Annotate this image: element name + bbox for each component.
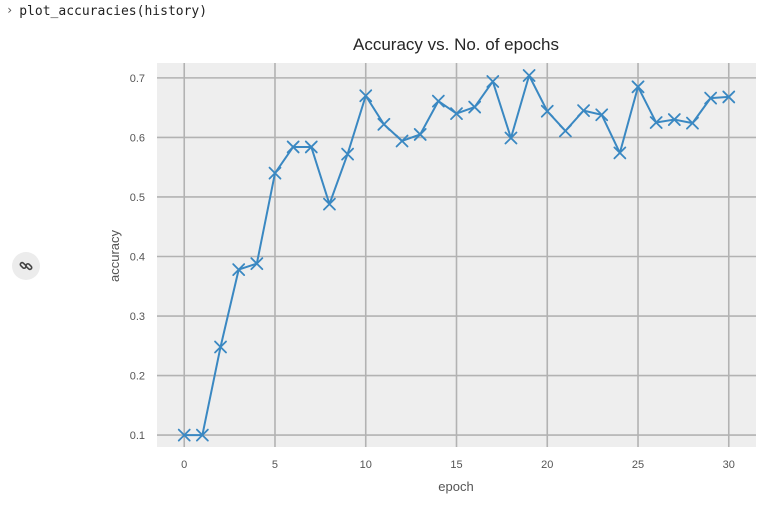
data-point-marker: [359, 89, 373, 103]
data-point-marker: [667, 113, 681, 126]
data-point-marker: [431, 94, 445, 108]
data-point-marker: [595, 108, 609, 122]
data-point-marker: [268, 166, 282, 180]
data-point-marker: [559, 124, 572, 138]
data-point-marker: [631, 80, 645, 94]
data-point-marker: [540, 104, 554, 118]
data-point-marker: [722, 90, 736, 104]
data-point-marker: [214, 340, 227, 354]
x-tick-label: 0: [181, 459, 187, 471]
data-point-marker: [504, 131, 518, 145]
y-tick-label: 0.1: [130, 430, 145, 442]
y-tick-label: 0.4: [130, 251, 145, 263]
y-tick-label: 0.5: [130, 192, 145, 204]
data-point-marker: [286, 140, 300, 154]
data-point-marker: [304, 140, 318, 154]
data-point-marker: [613, 146, 627, 160]
y-tick-label: 0.3: [130, 311, 145, 323]
y-axis-label: accuracy: [107, 229, 122, 282]
x-tick-label: 10: [360, 459, 372, 471]
x-tick-label: 5: [272, 459, 278, 471]
data-point-marker: [704, 91, 718, 105]
data-point-marker: [341, 147, 354, 161]
data-point-marker: [577, 104, 590, 118]
data-point-marker: [413, 128, 427, 141]
y-tick-label: 0.6: [130, 132, 145, 144]
data-point-marker: [649, 116, 663, 129]
x-tick-label: 15: [450, 459, 462, 471]
x-tick-label: 20: [541, 459, 553, 471]
marker-layer: [177, 69, 736, 442]
data-point-marker: [250, 257, 264, 271]
data-point-marker: [486, 75, 500, 88]
data-point-marker: [450, 107, 463, 121]
code-text: plot_accuracies(history): [19, 3, 208, 19]
link-button[interactable]: [12, 252, 40, 280]
tick-layer: 0 5 10 15 20 25 30 0.1 0.2 0.3 0.4 0.5 0.6 0.7: [130, 73, 735, 471]
data-point-marker: [522, 69, 536, 82]
data-point-marker: [686, 116, 699, 130]
data-point-marker: [232, 263, 246, 276]
y-tick-label: 0.7: [130, 73, 145, 85]
x-axis-label: epoch: [438, 479, 473, 494]
data-point-marker: [177, 428, 191, 442]
x-tick-label: 25: [632, 459, 644, 471]
chevron-right-icon[interactable]: ›: [6, 3, 14, 17]
chart-title: Accuracy vs. No. of epochs: [353, 35, 559, 54]
data-point-marker: [195, 428, 209, 442]
data-point-marker: [377, 117, 391, 131]
data-point-marker: [323, 197, 336, 211]
data-point-marker: [395, 134, 409, 148]
link-icon: [19, 261, 33, 271]
y-tick-label: 0.2: [130, 371, 145, 383]
x-tick-label: 30: [723, 459, 735, 471]
code-cell: › plot_accuracies(history): [6, 2, 207, 20]
grid: [157, 63, 756, 447]
data-point-marker: [468, 100, 482, 114]
